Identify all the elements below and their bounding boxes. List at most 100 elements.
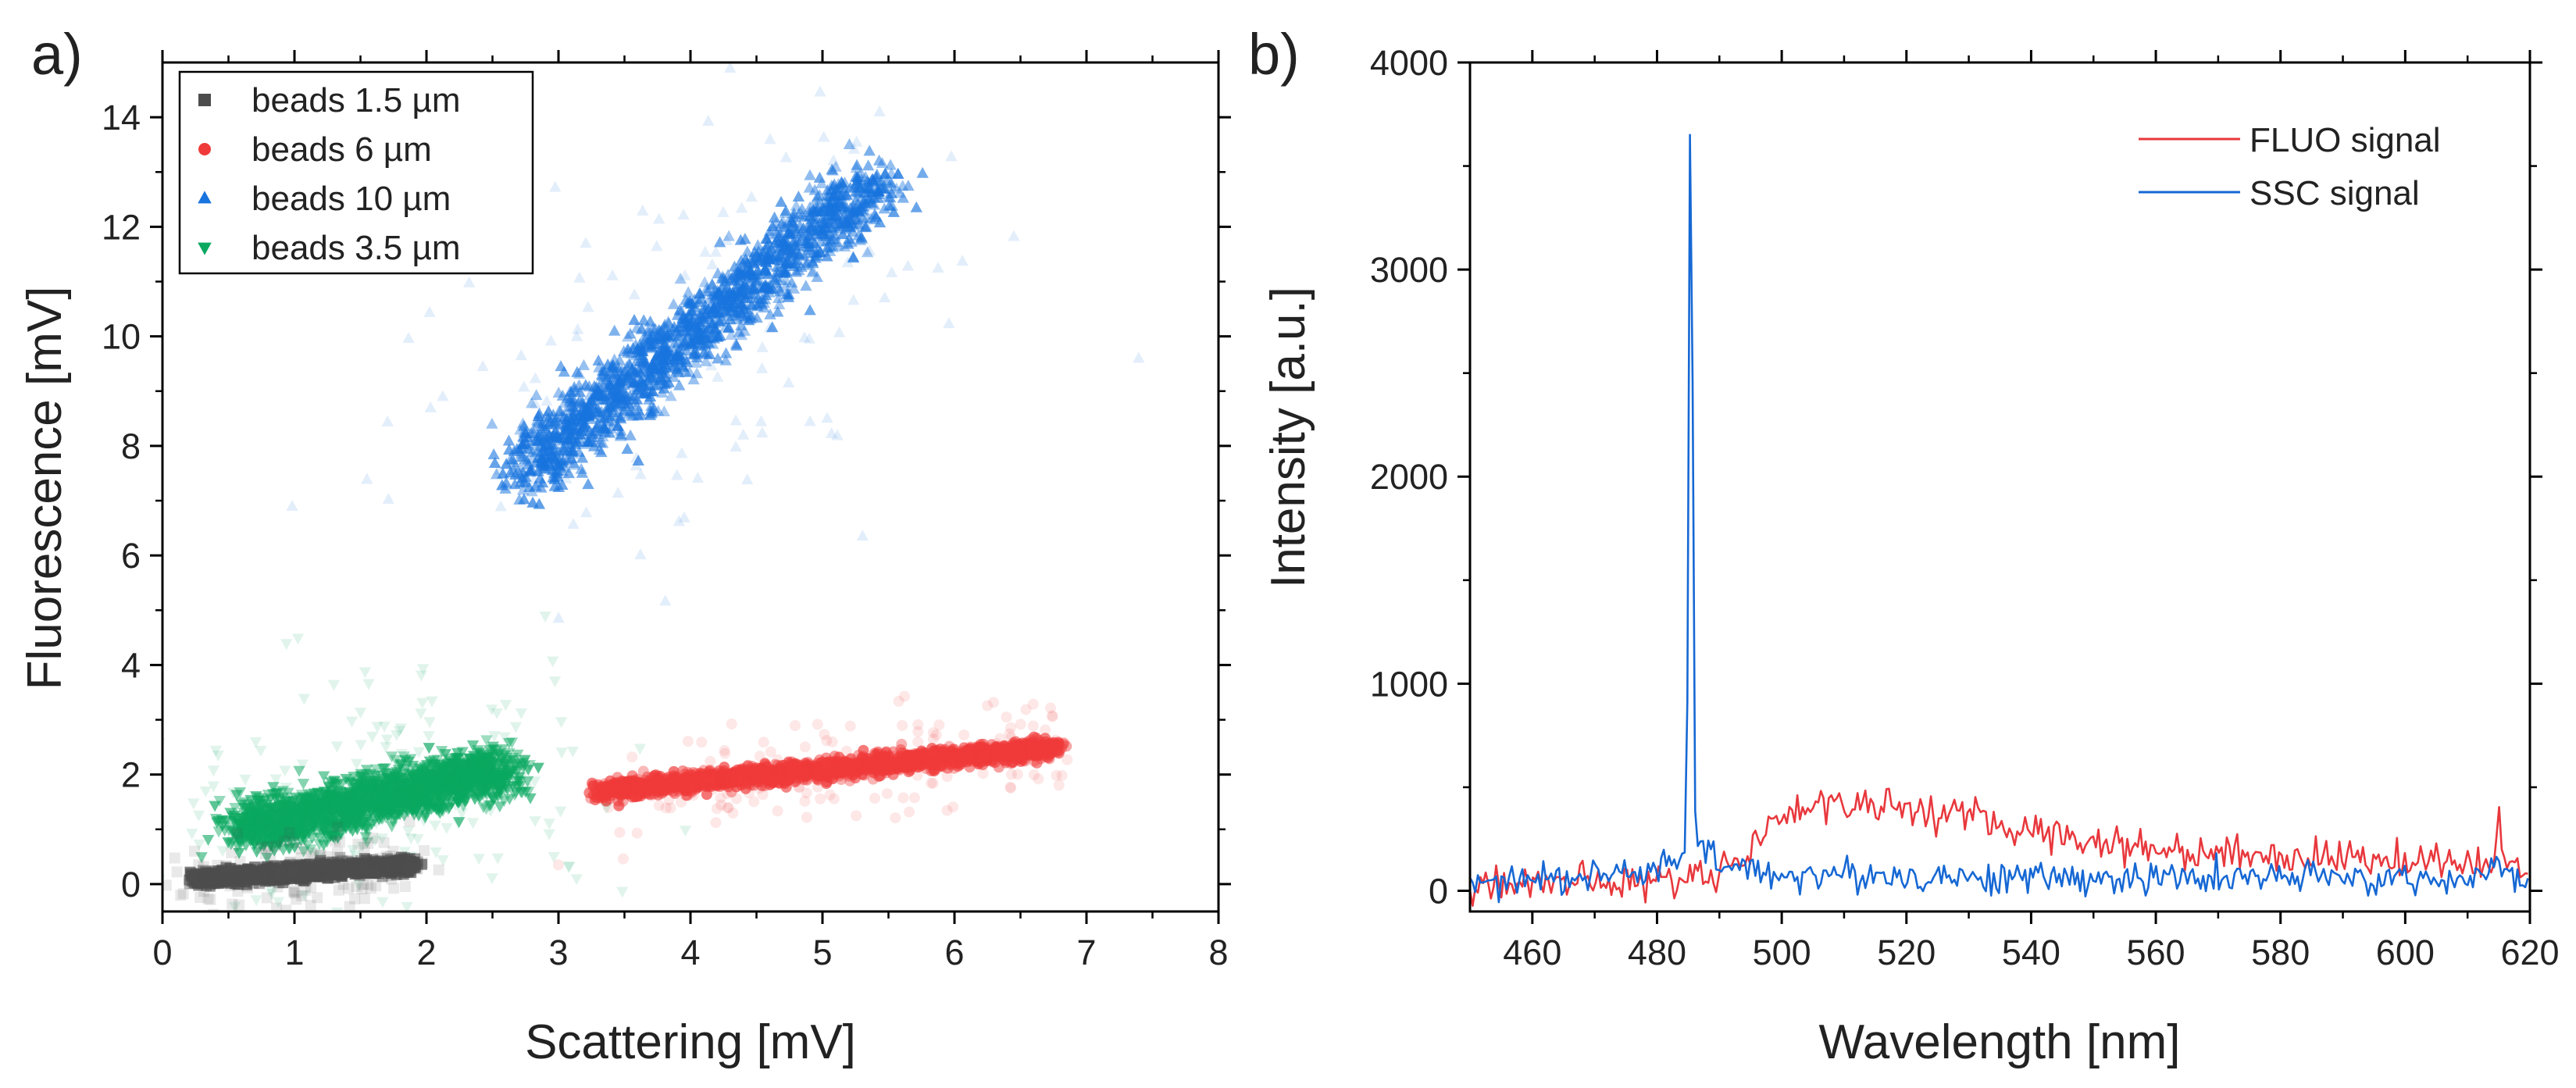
data-point [1044, 702, 1056, 714]
data-point [860, 764, 872, 776]
data-point [424, 401, 437, 412]
data-point [896, 738, 908, 750]
data-point [543, 819, 555, 830]
data-point [631, 827, 643, 839]
data-point [812, 781, 823, 793]
data-point [722, 801, 734, 813]
data-point [663, 794, 675, 806]
data-point [612, 487, 624, 498]
data-point [814, 85, 826, 97]
data-point [715, 792, 726, 804]
data-point [793, 782, 805, 794]
scatter-points [162, 62, 1145, 933]
data-point [1053, 779, 1065, 791]
data-point [345, 716, 359, 728]
data-point [628, 313, 640, 325]
data-point [862, 159, 875, 171]
data-point [207, 765, 220, 777]
data-point [990, 745, 1002, 757]
data-point [682, 736, 694, 747]
data-point [580, 237, 592, 248]
data-point [820, 778, 832, 790]
data-point [730, 441, 742, 452]
data-point [614, 826, 626, 838]
data-point [804, 415, 816, 426]
data-point [898, 690, 910, 702]
data-point [927, 777, 939, 789]
data-point [555, 747, 568, 759]
data-point [941, 771, 953, 783]
data-point [617, 853, 629, 865]
data-point [890, 812, 901, 824]
data-point [801, 812, 812, 823]
data-point [327, 914, 339, 925]
data-point [912, 719, 924, 730]
data-point [1040, 724, 1051, 736]
data-point [789, 719, 801, 731]
data-point [893, 695, 904, 707]
data-point [702, 115, 715, 127]
data-point [881, 788, 893, 800]
data-point [303, 922, 315, 933]
data-point [887, 769, 899, 780]
data-point [735, 202, 748, 213]
data-point [916, 166, 929, 178]
data-point [820, 758, 832, 770]
data-point [756, 341, 769, 352]
data-point [764, 133, 776, 144]
data-point [755, 362, 769, 373]
data-point [712, 370, 724, 382]
data-point [667, 298, 680, 309]
data-point [491, 853, 504, 865]
data-point [766, 767, 778, 779]
data-point [856, 530, 869, 541]
data-point [1047, 739, 1059, 751]
data-point [730, 414, 742, 426]
data-point [350, 758, 363, 770]
data-point [250, 895, 262, 907]
data-point [502, 434, 516, 446]
data-point [833, 326, 846, 337]
data-point [982, 700, 994, 712]
data-point [582, 301, 594, 312]
data-point [423, 731, 435, 743]
data-point [727, 807, 739, 819]
data-point [515, 349, 527, 361]
data-point [812, 769, 824, 781]
data-point [543, 829, 555, 840]
data-point [573, 271, 586, 283]
data-point [509, 722, 523, 733]
data-point [587, 779, 599, 791]
data-point [202, 922, 213, 933]
data-point [715, 776, 726, 787]
data-point [912, 726, 924, 737]
data-point [1051, 769, 1062, 781]
data-point [1001, 712, 1012, 723]
data-point [330, 741, 344, 753]
data-point [374, 919, 386, 930]
data-point [1047, 710, 1058, 722]
data-point [1004, 722, 1016, 733]
data-point [533, 407, 546, 419]
data-point [947, 801, 959, 813]
data-point [423, 743, 435, 754]
data-point [901, 259, 915, 271]
data-point [651, 240, 663, 251]
data-point [772, 805, 783, 817]
data-point [932, 262, 944, 273]
data-point [819, 729, 830, 740]
data-point [567, 517, 580, 529]
data-point [791, 761, 803, 772]
data-point [804, 169, 816, 180]
data-point [740, 473, 754, 485]
data-point [682, 286, 694, 298]
data-point [1015, 719, 1026, 730]
data-point [863, 144, 876, 156]
data-point [799, 795, 811, 807]
data-point [1031, 757, 1043, 769]
series-beads-6-m [552, 690, 1073, 871]
data-point [529, 816, 541, 828]
data-point [872, 765, 883, 777]
data-point [297, 779, 310, 790]
